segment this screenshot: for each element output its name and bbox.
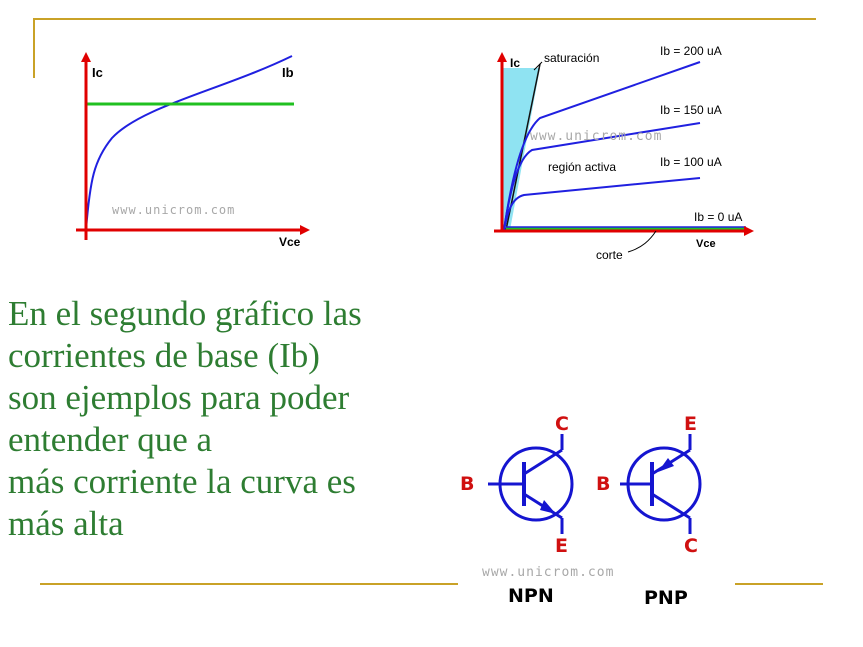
- pnp-emitter-label: E: [684, 413, 697, 435]
- saturation-label: saturación: [544, 51, 599, 65]
- npn-collector: [523, 448, 563, 476]
- x-axis-arrow-icon: [300, 225, 310, 235]
- y-axis-label: Ic: [510, 56, 520, 70]
- active-region-label: región activa: [548, 160, 616, 174]
- ib-curve: [85, 55, 293, 231]
- text-line: más alta: [8, 504, 124, 543]
- text-line: entender que a: [8, 420, 213, 459]
- npn-emitter-label: E: [555, 535, 568, 557]
- text-line: son ejemplos para poder: [8, 378, 350, 417]
- pnp-symbol: B E C PNP: [596, 413, 702, 609]
- explanation-text: En el segundo gráfico las corrientes de …: [8, 293, 428, 545]
- y-axis-arrow-icon: [497, 52, 507, 62]
- transistor-symbols: B C E NPN B E C PNP www.unicrom.com: [460, 413, 702, 609]
- x-axis-label: Vce: [696, 238, 716, 250]
- npn-name: NPN: [508, 585, 554, 607]
- cutoff-pointer: [627, 230, 657, 253]
- x-axis-label: Vce: [279, 235, 301, 249]
- pnp-name: PNP: [644, 587, 688, 609]
- top-rule: [33, 18, 816, 20]
- pnp-collector: [651, 492, 691, 520]
- cutoff-label: corte: [596, 248, 623, 262]
- pnp-emitter-arrow-icon: [658, 458, 674, 472]
- watermark: www.unicrom.com: [530, 129, 662, 144]
- npn-collector-label: C: [555, 413, 569, 435]
- ic-vce-output-characteristics: Ic Vce saturación Ib = 200 uA Ib = 150 u…: [494, 44, 754, 262]
- curve-label-ib-150: Ib = 150 uA: [660, 103, 722, 117]
- curve-label-ib-100: Ib = 100 uA: [660, 155, 722, 169]
- npn-emitter-arrow-icon: [540, 500, 556, 514]
- curve-ib-100: [503, 177, 701, 231]
- x-axis-arrow-icon: [744, 226, 754, 236]
- curve-label: Ib: [282, 65, 294, 80]
- curve-label-ib-0: Ib = 0 uA: [694, 210, 742, 224]
- pnp-collector-label: C: [684, 535, 698, 557]
- y-axis-arrow-icon: [81, 52, 91, 62]
- ic-vce-chart-simple: Ic Vce Ib www.unicrom.com: [76, 52, 310, 249]
- saturation-pointer: [533, 61, 543, 71]
- curve-label-ib-200: Ib = 200 uA: [660, 44, 722, 58]
- y-axis-label: Ic: [92, 65, 103, 80]
- pnp-base-label: B: [596, 473, 610, 495]
- text-line: En el segundo gráfico las: [8, 294, 362, 333]
- watermark: www.unicrom.com: [112, 203, 235, 217]
- npn-base-label: B: [460, 473, 474, 495]
- left-rule: [33, 18, 35, 78]
- cutoff-region: [506, 227, 746, 231]
- watermark: www.unicrom.com: [482, 565, 614, 580]
- text-line: corrientes de base (Ib): [8, 336, 320, 375]
- npn-symbol: B C E NPN: [460, 413, 574, 607]
- bottom-rule-left: [40, 583, 458, 585]
- text-line: más corriente la curva es: [8, 462, 356, 501]
- bottom-rule-right: [735, 583, 823, 585]
